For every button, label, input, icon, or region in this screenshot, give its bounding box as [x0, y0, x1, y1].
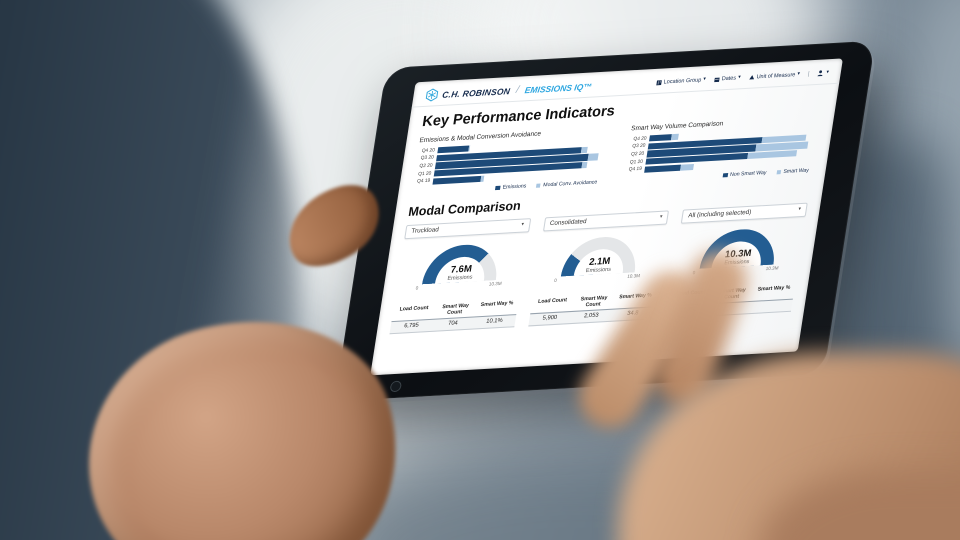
bar-category-label: Q1 20 [629, 159, 644, 166]
mode-select-3[interactable]: All (including selected) ▾ [681, 202, 808, 224]
brand-divider: / [515, 84, 520, 96]
bar-category-label: Q2 20 [418, 163, 433, 170]
bar-category-label: Q1 20 [417, 171, 432, 178]
legend-label: Smart Way [782, 167, 810, 175]
legend-label: Modal Conv. Avoidance [542, 179, 598, 189]
legend-label: Non Smart Way [729, 169, 767, 178]
chevron-down-icon: ▾ [825, 69, 830, 76]
table-cell: 5,900 [542, 315, 558, 323]
legend-label: Emissions [502, 183, 527, 191]
user-icon [817, 70, 823, 77]
app-header: C.H. ROBINSON / EMISSIONS IQ™ Location G… [411, 58, 843, 108]
chevron-down-icon: ▾ [797, 206, 802, 213]
product-name: EMISSIONS IQ™ [524, 80, 593, 95]
chevron-down-icon: ▾ [737, 74, 742, 81]
bar-category-label: Q3 20 [631, 143, 646, 150]
nav-unit-of-measure[interactable]: Unit of Measure ▾ [748, 71, 800, 80]
building-icon [655, 79, 662, 85]
bar-category-label: Q2 20 [630, 151, 645, 158]
table-cell [750, 300, 793, 313]
emissions-iq-dashboard: C.H. ROBINSON / EMISSIONS IQ™ Location G… [370, 58, 843, 375]
nav-dates[interactable]: Dates ▾ [713, 74, 742, 83]
legend-swatch-light [535, 183, 542, 188]
chevron-down-icon: ▾ [520, 221, 525, 229]
bar-segment-smartway [679, 163, 695, 171]
consolidated-emissions-gauge: 2.1M Emissions 0 10.3M [533, 234, 665, 291]
bar-segment-avoidance [581, 161, 588, 169]
gauge-max: 10.3M [626, 273, 641, 279]
chevron-down-icon: ▾ [659, 214, 663, 221]
chr-logo-icon [425, 88, 439, 102]
dashboard-body: Key Performance Indicators Emissions & M… [377, 84, 840, 335]
col-header: Smart Way Count [580, 294, 608, 309]
bar-segment-emissions [437, 145, 469, 154]
col-header: Load Count [537, 297, 568, 305]
tablet: C.H. ROBINSON / EMISSIONS IQ™ Location G… [334, 40, 876, 402]
bar-segment-emissions [432, 175, 481, 185]
bar-category-label: Q4 20 [421, 147, 436, 154]
nav-separator: | [807, 70, 810, 77]
bar-segment-avoidance [580, 146, 589, 154]
brand-name: C.H. ROBINSON [441, 85, 511, 100]
home-button[interactable] [389, 380, 403, 393]
legend-swatch-dark [495, 185, 501, 191]
legend-item: Smart Way [776, 167, 809, 175]
smartway-volume-chart: Smart Way Volume Comparison Q4 20 Q3 20 [623, 115, 822, 184]
col-header: Load Count [399, 304, 429, 313]
bar-segment-avoidance [467, 145, 471, 152]
nav-user-menu[interactable]: ▾ [817, 69, 830, 77]
col-header: Smart Way % [480, 300, 514, 309]
legend-item: Emissions [495, 183, 527, 191]
scale-icon [748, 74, 754, 80]
select-value: Consolidated [549, 218, 588, 228]
table-cell: 704 [447, 320, 459, 328]
col-header: Smart Way Count [441, 302, 470, 316]
table-cell: 10.1% [485, 318, 503, 326]
nav-label: Unit of Measure [756, 71, 796, 80]
tablet-screen[interactable]: C.H. ROBINSON / EMISSIONS IQ™ Location G… [370, 58, 843, 376]
nav-location-group[interactable]: Location Group ▾ [655, 76, 707, 86]
select-value: All (including selected) [687, 209, 752, 220]
select-value: Truckload [410, 226, 440, 236]
mode-select-1[interactable]: Truckload ▾ [404, 218, 531, 240]
brand-lockup: C.H. ROBINSON / EMISSIONS IQ™ [424, 79, 593, 102]
gauge-min: 0 [553, 277, 558, 283]
bar-category-label: Q4 20 [633, 136, 647, 142]
col-header: Smart Way % [757, 284, 791, 293]
table-cell: 2,053 [583, 312, 599, 320]
nav-label: Dates [721, 74, 737, 82]
legend-swatch-dark [722, 172, 728, 178]
chevron-down-icon: ▾ [796, 70, 801, 78]
bar-segment-non-smartway [648, 134, 672, 142]
truckload-emissions-gauge: 7.6M Emissions 0 10.3M [395, 241, 527, 298]
bar-category-label: Q4 19 [628, 167, 643, 173]
gauge-min: 0 [415, 285, 419, 291]
bar-category-label: Q4 19 [416, 179, 431, 185]
emissions-avoidance-chart: Emissions & Modal Conversion Avoidance Q… [411, 127, 610, 196]
legend-swatch-light [776, 169, 782, 175]
bar-segment-smartway [671, 133, 679, 141]
table-cell: 6,795 [403, 322, 420, 330]
bar-segment-non-smartway [644, 164, 681, 173]
bar-segment-avoidance [480, 175, 485, 182]
legend-item: Non Smart Way [722, 169, 767, 178]
bar-category-label: Q3 20 [420, 155, 434, 162]
nav-label: Location Group [663, 76, 702, 86]
legend-item: Modal Conv. Avoidance [535, 179, 598, 189]
gauge-max: 10.3M [488, 280, 503, 287]
mode-select-2[interactable]: Consolidated ▾ [542, 210, 670, 232]
gauge-max: 10.3M [765, 265, 779, 272]
truckload-table: Load Count Smart Way Count Smart Way % 6… [389, 300, 519, 335]
calendar-icon [713, 77, 720, 82]
chevron-down-icon: ▾ [702, 76, 707, 83]
top-nav: Location Group ▾ Dates ▾ Unit of Measure… [655, 69, 829, 86]
bar-segment-avoidance [587, 153, 599, 161]
